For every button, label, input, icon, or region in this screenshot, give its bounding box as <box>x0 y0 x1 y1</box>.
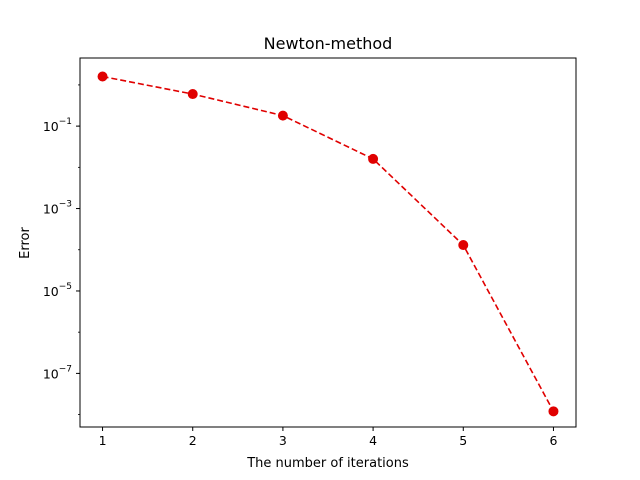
x-tick-label: 3 <box>279 433 287 448</box>
x-axis: 1 2 3 4 5 6 <box>99 427 557 448</box>
x-tick-label: 1 <box>99 433 107 448</box>
y-axis-label: Error <box>18 227 33 259</box>
y-axis: 10−1 10−3 10−5 10−7 <box>43 84 80 415</box>
data-point <box>97 71 108 82</box>
x-axis-label: The number of iterations <box>246 456 409 471</box>
x-tick-label: 5 <box>459 433 467 448</box>
axes-frame <box>79 57 577 428</box>
data-point <box>187 89 198 100</box>
x-tick-label: 2 <box>189 433 197 448</box>
y-tick-label: 10−1 <box>43 117 72 134</box>
x-tick-label: 4 <box>369 433 377 448</box>
data-point <box>368 153 379 164</box>
y-tick-label: 10−5 <box>43 282 72 299</box>
x-tick-label: 6 <box>549 433 557 448</box>
series-line <box>102 75 555 412</box>
plot-area <box>97 71 559 417</box>
y-tick-label: 10−7 <box>43 364 72 381</box>
data-point <box>277 110 288 121</box>
y-tick-label: 10−3 <box>43 200 72 217</box>
data-point <box>458 240 469 251</box>
data-point <box>548 406 559 417</box>
chart-title: Newton-method <box>264 34 393 53</box>
